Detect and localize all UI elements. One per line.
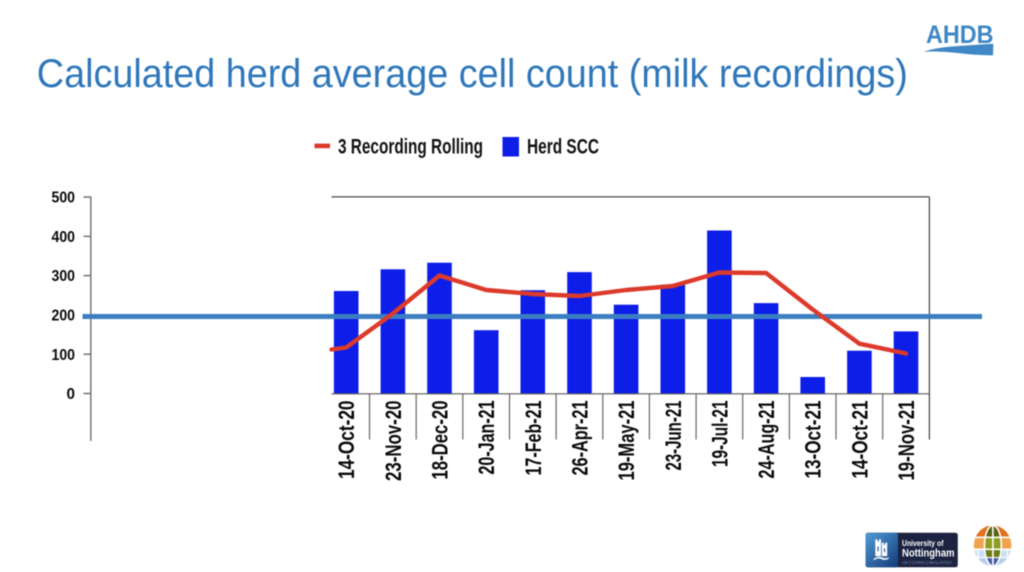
svg-text:University of: University of — [902, 539, 944, 548]
svg-text:26-Apr-21: 26-Apr-21 — [568, 401, 593, 476]
svg-text:Herd SCC: Herd SCC — [527, 135, 599, 158]
svg-text:200: 200 — [52, 308, 76, 325]
svg-text:0: 0 — [67, 386, 76, 403]
svg-text:500: 500 — [52, 190, 76, 207]
svg-text:14-Oct-21: 14-Oct-21 — [847, 401, 872, 479]
svg-text:100: 100 — [52, 347, 76, 364]
svg-text:18-Dec-20: 18-Dec-20 — [428, 401, 453, 480]
svg-text:19-Nov-21: 19-Nov-21 — [894, 401, 919, 481]
svg-text:UK | CHINA | MALAYSIA: UK | CHINA | MALAYSIA — [902, 560, 952, 565]
svg-text:24-Aug-21: 24-Aug-21 — [754, 401, 779, 479]
svg-text:23-Jun-21: 23-Jun-21 — [661, 401, 686, 471]
svg-text:23-Nov-20: 23-Nov-20 — [381, 401, 406, 482]
svg-text:19-May-21: 19-May-21 — [614, 401, 639, 481]
svg-text:Nottingham: Nottingham — [902, 548, 955, 560]
svg-text:AHDB: AHDB — [926, 21, 994, 49]
svg-text:14-Oct-20: 14-Oct-20 — [334, 401, 359, 480]
svg-text:19-Jul-21: 19-Jul-21 — [707, 401, 732, 468]
svg-text:3 Recording Rolling: 3 Recording Rolling — [338, 135, 483, 158]
svg-text:400: 400 — [52, 229, 76, 246]
svg-text:17-Feb-21: 17-Feb-21 — [521, 401, 546, 476]
svg-text:Calculated herd average cell c: Calculated herd average cell count (milk… — [37, 52, 908, 96]
svg-text:20-Jan-21: 20-Jan-21 — [474, 401, 499, 475]
svg-text:13-Oct-21: 13-Oct-21 — [801, 401, 826, 479]
svg-text:300: 300 — [52, 268, 76, 285]
